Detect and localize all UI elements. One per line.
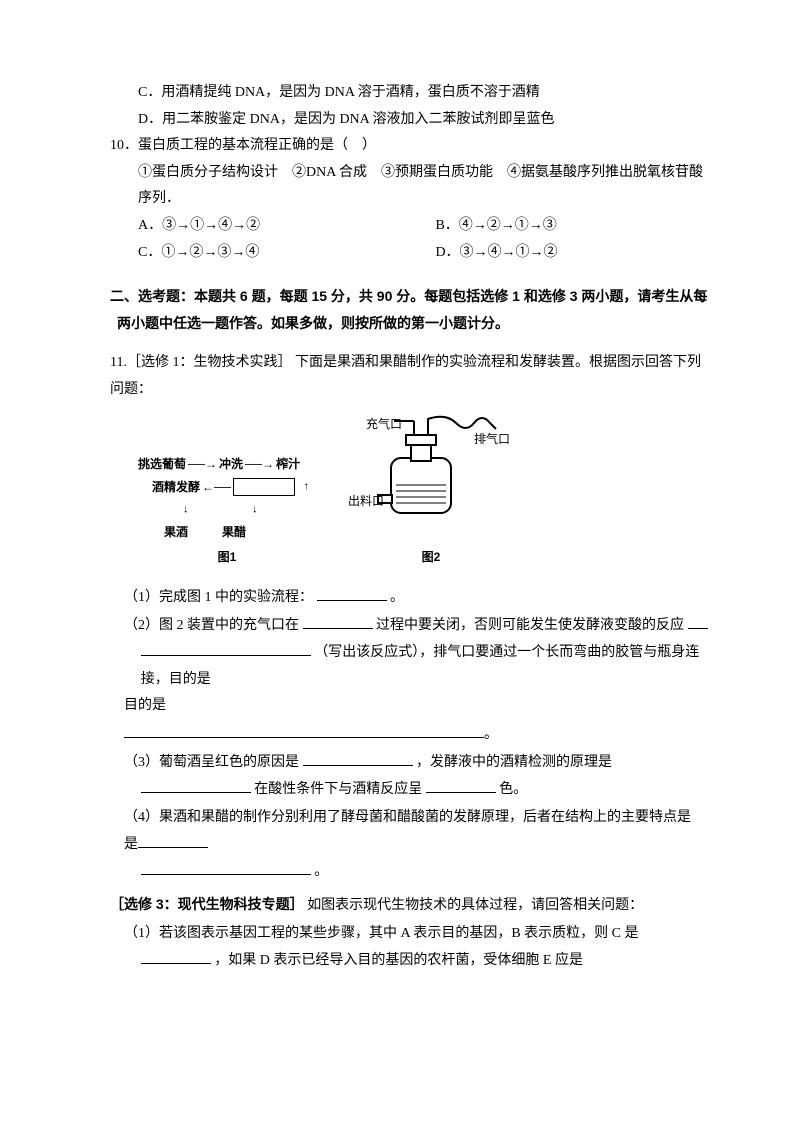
- q11-sub2-line3: 目的是: [110, 693, 710, 720]
- q11-sub1: （1）完成图 1 中的实验流程： 。: [110, 585, 710, 612]
- q11-stem: 11.［选修 1：生物技术实践］ 下面是果酒和果醋制作的实验流程和发酵装置。根据…: [110, 350, 710, 403]
- q10-options-row1: A．③→①→④→② B．④→②→①→③: [110, 213, 710, 240]
- q10-option-c: C．①→②→③→④: [138, 240, 435, 267]
- blank[interactable]: [303, 751, 413, 766]
- fig2-label-mat: 出料口: [348, 494, 384, 508]
- fig1-node-c: 榨汁: [276, 453, 300, 476]
- q11b-s1a: （1）若该图表示基因工程的某些步骤，其中 A 表示目的基因，B 表示质粒，则 C…: [124, 926, 639, 941]
- blank[interactable]: [141, 641, 311, 656]
- q11-s3c: 在酸性条件下与酒精反应呈: [254, 782, 422, 797]
- q9-option-d: D．用二苯胺鉴定 DNA，是因为 DNA 溶液加入二苯胺试剂即呈蓝色: [110, 107, 710, 134]
- fig1-caption: 图1: [138, 546, 316, 569]
- q11-s2b: 过程中要关闭，否则可能发生使发酵液变酸的反应: [376, 618, 684, 633]
- q10-option-a: A．③→①→④→②: [138, 213, 435, 240]
- blank[interactable]: [141, 778, 251, 793]
- q11b-stem: ［选修 3：现代生物科技专题］ 如图表示现代生物技术的具体过程，请回答相关问题：: [110, 891, 710, 920]
- apparatus-icon: 充气口 排气口 出料口: [346, 413, 516, 533]
- q11-sub4-line2: 是: [110, 832, 710, 859]
- blank[interactable]: [303, 614, 373, 629]
- arrow-icon: ──→: [245, 453, 274, 476]
- blank[interactable]: [141, 949, 211, 964]
- q11-s2a: （2）图 2 装置中的充气口在: [124, 618, 299, 633]
- arrow-down-icon: →: [176, 504, 197, 515]
- fig1-blank-box: [233, 478, 295, 496]
- q10-option-d: D．③→④→①→②: [435, 240, 557, 267]
- arrow-icon: ←──: [202, 476, 231, 499]
- q11-s3b: ，发酵液中的酒精检测的原理是: [416, 755, 612, 770]
- q11-sub2-line2: （写出该反应式），排气口要通过一个长而弯曲的胶管与瓶身连接，目的是: [110, 640, 710, 693]
- q10-items: ①蛋白质分子结构设计 ②DNA 合成 ③预期蛋白质功能 ④据氨基酸序列推出脱氧核…: [110, 160, 710, 213]
- fig1-node-a: 挑选葡萄: [138, 453, 186, 476]
- q11b-sub1-line2: ，如果 D 表示已经导入目的基因的农杆菌，受体细胞 E 应是: [110, 948, 710, 975]
- blank[interactable]: [426, 778, 496, 793]
- fig1-node-b: 冲洗: [219, 453, 243, 476]
- q10-stem: 10．蛋白质工程的基本流程正确的是（ ）: [110, 133, 710, 160]
- section-2-heading: 二、选考题：本题共 6 题，每题 15 分，共 90 分。每题包括选修 1 和选…: [110, 283, 710, 336]
- arrow-icon: ──→: [188, 453, 217, 476]
- q11-s3a: （3）葡萄酒呈红色的原因是: [124, 755, 299, 770]
- q11-sub2: （2）图 2 装置中的充气口在 过程中要关闭，否则可能发生使发酵液变酸的反应: [110, 613, 710, 640]
- arrow-down-icon: →: [245, 504, 266, 515]
- blank[interactable]: [124, 723, 484, 738]
- fig1-node-f: 果醋: [222, 521, 246, 544]
- arrow-up-icon: →: [295, 481, 316, 492]
- q11-sub2-blankline: 。: [110, 722, 710, 749]
- q11-figures: 挑选葡萄 ──→ 冲洗 ──→ 榨汁 挑 酒精发酵 ←── → 挑选葡 → → …: [138, 413, 710, 568]
- fig2-label-out: 排气口: [474, 431, 510, 446]
- q11-sub3: （3）葡萄酒呈红色的原因是 ，发酵液中的酒精检测的原理是: [110, 750, 710, 777]
- figure-2: 充气口 排气口 出料口 图2: [346, 413, 516, 568]
- q11-s4b: 。: [314, 864, 328, 879]
- blank[interactable]: [688, 614, 708, 629]
- blank[interactable]: [317, 586, 387, 601]
- fig1-node-d: 酒精发酵: [152, 476, 200, 499]
- q11b-sub1: （1）若该图表示基因工程的某些步骤，其中 A 表示目的基因，B 表示质粒，则 C…: [110, 921, 710, 948]
- q11b-prefix: ［选修 3：现代生物科技专题］: [110, 896, 304, 912]
- q11-sub4: （4）果酒和果醋的制作分别利用了酵母菌和醋酸菌的发酵原理，后者在结构上的主要特点…: [110, 805, 710, 832]
- blank[interactable]: [141, 860, 311, 875]
- q11-s4a: （4）果酒和果醋的制作分别利用了酵母菌和醋酸菌的发酵原理，后者在结构上的主要特点…: [124, 810, 691, 825]
- figure-1: 挑选葡萄 ──→ 冲洗 ──→ 榨汁 挑 酒精发酵 ←── → 挑选葡 → → …: [138, 453, 316, 569]
- q11b-s1b: ，如果 D 表示已经导入目的基因的农杆菌，受体细胞 E 应是: [214, 953, 583, 968]
- q10-option-b: B．④→②→①→③: [435, 213, 556, 240]
- q11-sub4-line3: 。: [110, 859, 710, 886]
- fig1-node-e: 果酒: [164, 521, 188, 544]
- q11b-stem-text: 如图表示现代生物技术的具体过程，请回答相关问题：: [307, 898, 643, 913]
- fig2-caption: 图2: [346, 546, 516, 569]
- q11-prefix: 11.［选修 1：生物技术实践］: [110, 355, 291, 370]
- q10-options-row2: C．①→②→③→④ D．③→④→①→②: [110, 240, 710, 267]
- blank[interactable]: [138, 833, 208, 848]
- q11-s3d: 色。: [499, 782, 527, 797]
- q11-s1-tail: 。: [390, 590, 404, 605]
- fig2-label-in: 充气口: [366, 416, 402, 431]
- q9-option-c: C．用酒精提纯 DNA，是因为 DNA 溶于酒精，蛋白质不溶于酒精: [110, 80, 710, 107]
- q11-s1-text: （1）完成图 1 中的实验流程：: [124, 590, 313, 605]
- q11-sub3-line2: 在酸性条件下与酒精反应呈 色。: [110, 777, 710, 804]
